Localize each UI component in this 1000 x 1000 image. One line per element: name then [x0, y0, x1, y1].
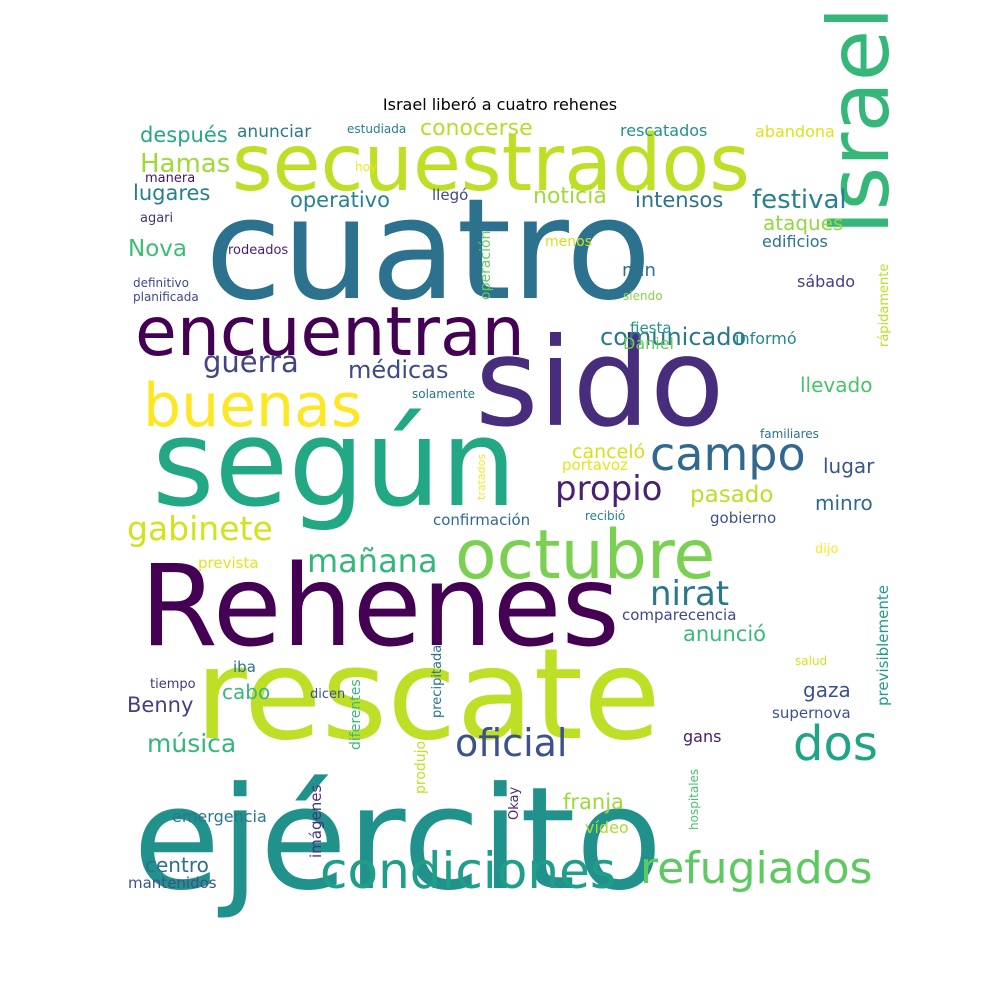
word-81: planificada — [133, 290, 199, 304]
word-25: comunicado — [600, 323, 746, 351]
word-19: nirat — [650, 574, 729, 614]
word-59: vídeo — [585, 818, 629, 837]
word-27: Nova — [128, 236, 187, 262]
word-68: dicen — [310, 687, 345, 702]
word-5: rescate — [195, 621, 661, 768]
word-38: cabo — [222, 680, 270, 704]
word-80: definitivo — [133, 276, 189, 290]
word-6: Israel — [810, 7, 908, 235]
word-13: campo — [650, 427, 806, 481]
word-0: cuatro — [205, 169, 652, 332]
word-37: Benny — [127, 693, 193, 717]
word-64: iba — [233, 658, 256, 676]
word-91: hospitales — [687, 769, 701, 830]
word-16: gabinete — [127, 509, 273, 548]
word-75: menos — [545, 234, 592, 250]
word-83: operación — [478, 231, 494, 300]
word-65: portavoz — [562, 456, 628, 474]
word-53: Daniel — [623, 334, 674, 353]
word-72: familiares — [760, 427, 819, 441]
word-57: emergencia — [172, 807, 267, 826]
word-24: médicas — [348, 356, 448, 384]
word-79: agari — [140, 211, 173, 226]
word-52: informó — [735, 329, 797, 348]
word-77: hoy — [355, 160, 377, 174]
word-10: buenas — [143, 371, 362, 441]
word-60: gans — [683, 727, 721, 746]
word-14: dos — [793, 716, 878, 772]
word-35: centro — [145, 853, 209, 877]
word-88: produjo — [413, 741, 429, 794]
word-90: imágenes — [307, 785, 325, 858]
word-51: fiesta — [630, 319, 672, 337]
word-87: precipitada — [430, 645, 445, 718]
chart-title: Israel liberó a cuatro rehenes — [382, 95, 618, 114]
word-39: gaza — [803, 678, 851, 702]
word-55: confirmación — [433, 511, 530, 529]
word-40: ataques — [763, 211, 843, 235]
word-63: Okay — [507, 787, 522, 820]
word-70: dijo — [815, 542, 838, 557]
word-41: llevado — [800, 373, 872, 397]
word-78: manera — [145, 171, 195, 186]
word-36: franja — [563, 790, 624, 814]
word-34: anunció — [683, 622, 766, 646]
word-42: lugar — [823, 454, 875, 478]
word-86: tratados — [475, 454, 488, 500]
word-7: secuestrados — [232, 119, 750, 209]
word-15: oficial — [455, 721, 567, 765]
word-48: abandona — [755, 122, 835, 141]
word-26: pasado — [690, 482, 773, 508]
word-3: Rehenes — [140, 542, 620, 672]
word-18: mañana — [307, 542, 438, 580]
word-23: música — [147, 729, 236, 758]
word-43: minro — [815, 491, 873, 515]
word-2: sido — [475, 312, 725, 454]
word-33: lugares — [133, 181, 210, 205]
word-85: previsiblemente — [874, 585, 892, 706]
word-47: rescatados — [620, 121, 707, 140]
word-9: octubre — [455, 516, 715, 595]
word-22: Hamas — [140, 149, 230, 179]
word-20: guerra — [203, 345, 299, 379]
word-44: canceló — [572, 441, 645, 463]
word-50: sábado — [797, 272, 855, 291]
word-62: llegó — [432, 186, 468, 204]
word-56: comparecencia — [622, 606, 736, 624]
word-4: ejército — [133, 757, 663, 922]
word-21: festival — [752, 185, 847, 215]
word-76: rodeados — [228, 243, 288, 258]
word-17: propio — [555, 469, 662, 509]
word-67: tiempo — [150, 677, 196, 692]
word-69: salud — [795, 654, 827, 668]
word-46: anunciar — [237, 122, 311, 142]
word-73: solamente — [412, 387, 475, 401]
word-82: estudiada — [347, 122, 406, 136]
word-12: refugiados — [640, 843, 872, 894]
word-8: encuentran — [135, 293, 525, 372]
word-89: diferentes — [348, 679, 364, 750]
word-1: según — [152, 395, 517, 534]
word-58: mantenidos — [128, 874, 217, 892]
word-32: después — [140, 123, 228, 147]
word-84: rápidamente — [877, 264, 892, 347]
word-28: noticia — [533, 184, 607, 209]
word-31: operativo — [290, 188, 390, 212]
word-74: siendo — [623, 289, 663, 303]
word-54: gobierno — [710, 509, 776, 527]
word-71: recibió — [585, 509, 625, 523]
word-45: min — [622, 260, 656, 281]
word-49: edificios — [762, 232, 828, 251]
word-11: condiciones — [320, 842, 616, 900]
word-61: supernova — [772, 704, 851, 722]
word-30: intensos — [635, 188, 723, 212]
word-29: conocerse — [420, 116, 533, 141]
word-66: prevista — [198, 554, 259, 572]
